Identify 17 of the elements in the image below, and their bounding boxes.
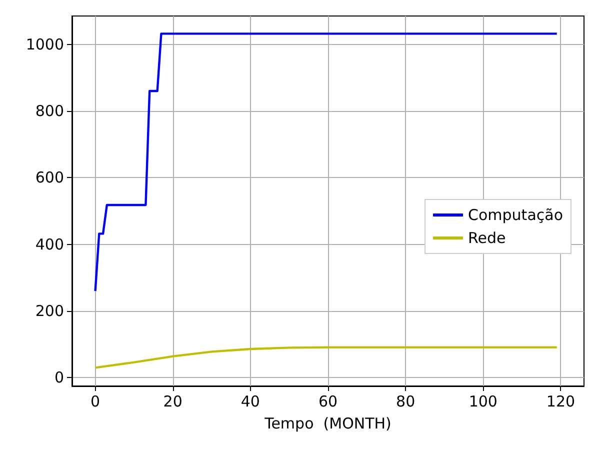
- x-tick-label: 60: [318, 392, 338, 410]
- y-tick-label: 200: [35, 302, 64, 320]
- legend-label: Computação: [468, 206, 564, 224]
- y-tick-label: 800: [35, 102, 64, 120]
- y-tick-label: 0: [54, 368, 64, 387]
- x-tick-label: 80: [396, 392, 416, 410]
- x-tick-label: 40: [240, 392, 260, 410]
- x-axis-title: Tempo (MONTH): [264, 414, 392, 432]
- y-tick-label: 400: [35, 235, 64, 254]
- x-tick-label: 0: [90, 392, 100, 410]
- y-tick-label: 1000: [26, 35, 64, 54]
- legend-label: Rede: [468, 229, 506, 247]
- x-tick-label: 100: [468, 392, 498, 410]
- y-tick-label: 600: [35, 168, 64, 187]
- x-tick-label: 20: [163, 392, 182, 410]
- line-series: [94, 346, 558, 369]
- x-tick-label: 120: [546, 392, 576, 410]
